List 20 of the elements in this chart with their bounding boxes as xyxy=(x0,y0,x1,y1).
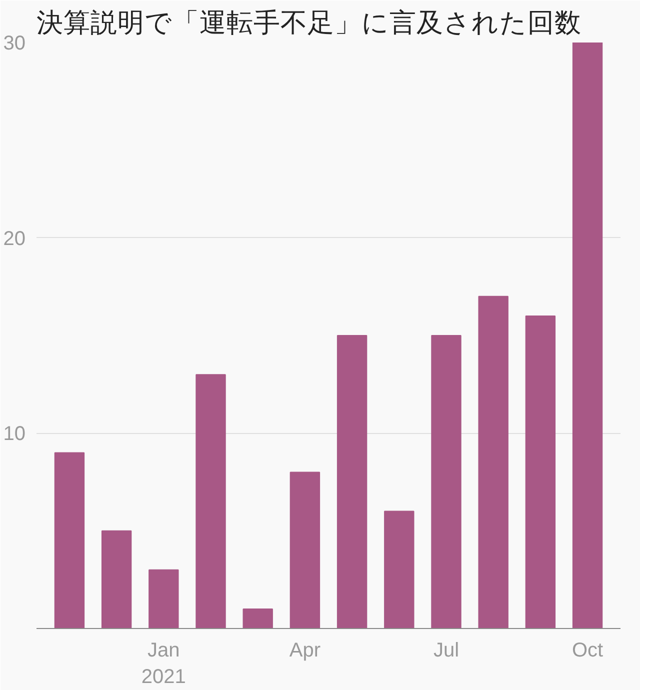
bar xyxy=(431,335,462,628)
bar xyxy=(336,335,368,628)
bar xyxy=(242,608,273,628)
chart-title: 決算説明で「運転手不足」に言及された回数 xyxy=(36,8,582,38)
y-tick-label: 30 xyxy=(3,32,26,54)
bar xyxy=(290,472,320,628)
bar xyxy=(572,42,603,628)
bar xyxy=(384,510,414,628)
x-tick-label: Jan 2021 xyxy=(141,640,186,688)
x-tick-label: Apr xyxy=(289,640,321,662)
x-tick-label: Jul xyxy=(433,640,460,662)
y-tick-label: 10 xyxy=(3,423,26,446)
x-tick-label: Oct xyxy=(572,640,604,662)
y-tick-label: 20 xyxy=(3,228,26,250)
bar xyxy=(525,315,556,628)
bar xyxy=(54,452,85,628)
bar xyxy=(196,374,226,628)
bar xyxy=(478,296,508,628)
bar xyxy=(148,569,179,628)
bar xyxy=(101,530,132,628)
